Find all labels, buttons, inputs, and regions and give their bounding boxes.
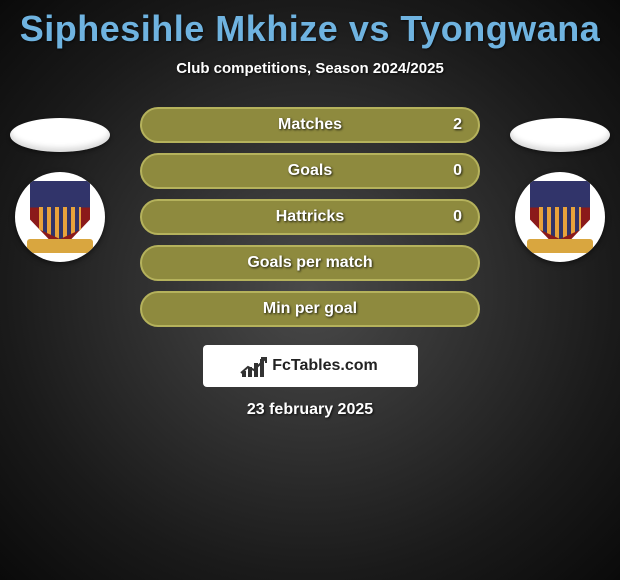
stat-row-hattricks: Hattricks 0	[140, 199, 480, 235]
stat-label: Goals	[288, 162, 332, 180]
stat-row-matches: Matches 2	[140, 107, 480, 143]
player-left-column	[10, 118, 110, 262]
crest-graphic	[527, 181, 593, 253]
page-title: Siphesihle Mkhize vs Tyongwana	[0, 0, 620, 50]
subtitle: Club competitions, Season 2024/2025	[0, 60, 620, 77]
stat-label: Matches	[278, 116, 342, 134]
player-right-placeholder	[510, 118, 610, 152]
club-crest-right	[515, 172, 605, 262]
stat-row-goals-per-match: Goals per match	[140, 245, 480, 281]
stat-label: Goals per match	[247, 254, 372, 272]
stat-label: Min per goal	[263, 300, 357, 318]
stat-value-right: 0	[453, 208, 462, 226]
brand-text: FcTables.com	[272, 357, 378, 375]
stat-value-right: 2	[453, 116, 462, 134]
stat-row-min-per-goal: Min per goal	[140, 291, 480, 327]
stat-value-right: 0	[453, 162, 462, 180]
brand-chart-icon	[242, 355, 268, 377]
crest-graphic	[27, 181, 93, 253]
player-left-placeholder	[10, 118, 110, 152]
stat-row-goals: Goals 0	[140, 153, 480, 189]
date-text: 23 february 2025	[0, 401, 620, 419]
brand-badge[interactable]: FcTables.com	[203, 345, 418, 387]
stat-label: Hattricks	[276, 208, 344, 226]
player-right-column	[510, 118, 610, 262]
club-crest-left	[15, 172, 105, 262]
